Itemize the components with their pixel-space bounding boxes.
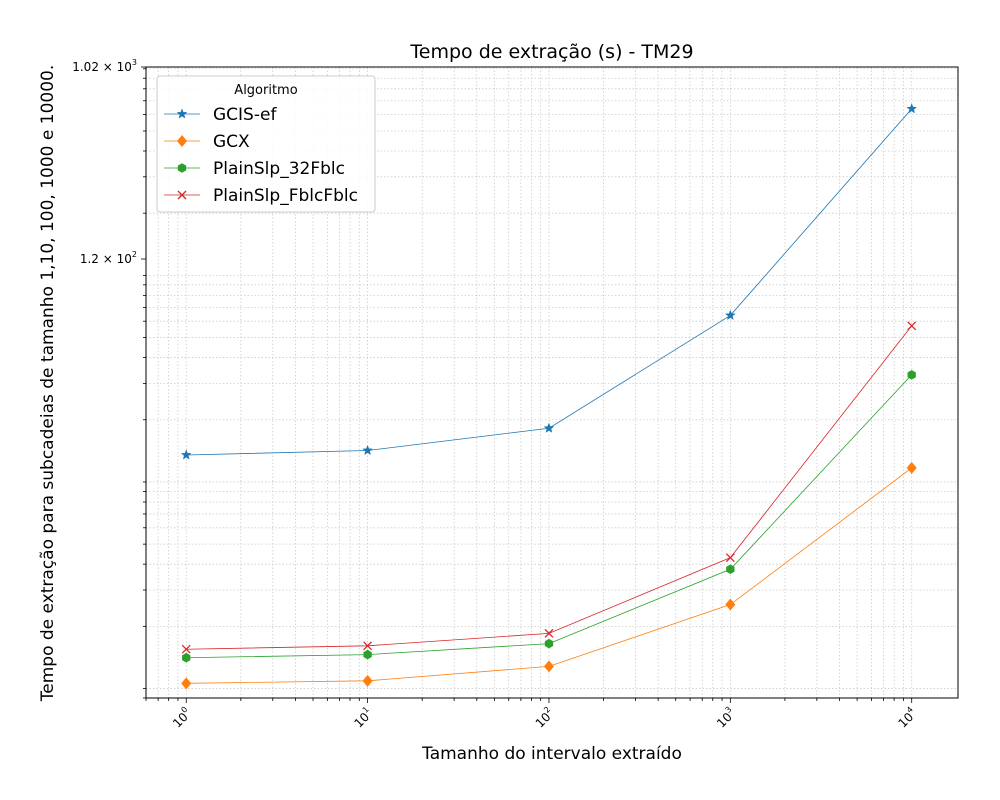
series-3 <box>182 370 916 663</box>
data-point <box>544 638 554 649</box>
data-point <box>725 553 735 563</box>
legend-item[interactable]: PlainSlp_32Fblc <box>164 159 345 179</box>
legend-label: PlainSlp_32Fblc <box>213 159 345 179</box>
series-2 <box>181 461 917 690</box>
legend-title: Algoritmo <box>234 83 297 98</box>
legend-marker <box>177 135 187 147</box>
data-point <box>543 660 554 673</box>
series-4 <box>181 321 917 654</box>
legend-label: GCIS-ef <box>213 105 277 125</box>
x-tick-label: 103 <box>713 705 739 731</box>
legend-marker <box>177 163 187 173</box>
legend-label: GCX <box>213 132 250 152</box>
y-tick-label: 1.2 × 102 <box>80 250 137 266</box>
data-point <box>180 449 192 460</box>
data-point <box>181 677 192 690</box>
data-point <box>363 649 372 660</box>
data-point <box>907 321 917 331</box>
series-1 <box>180 103 918 460</box>
legend-item[interactable]: GCIS-ef <box>164 105 277 125</box>
data-point <box>724 309 736 321</box>
legend-marker <box>177 190 187 200</box>
x-tick-label: 100 <box>169 705 195 731</box>
x-axis-label: Tamanho do intervalo extraído <box>421 744 682 764</box>
legend-item[interactable]: GCX <box>164 132 250 152</box>
legend-box <box>156 75 376 213</box>
data-point <box>362 444 374 456</box>
y-axis-label: Tempo de extração para subcadeias de tam… <box>38 65 58 702</box>
legend-marker <box>176 108 188 119</box>
x-tick-label: 104 <box>894 705 920 731</box>
data-point <box>544 628 554 638</box>
legend-label: PlainSlp_FblcFblc <box>213 186 358 206</box>
data-point <box>906 461 917 474</box>
chart-title: Tempo de extração (s) - TM29 <box>409 41 693 63</box>
y-tick-label: 1.02 × 103 <box>72 58 137 74</box>
legend[interactable]: Algoritmo GCIS-ef GCX PlainSlp_32Fblc PlainS… <box>156 75 376 213</box>
series-layer <box>180 103 918 690</box>
data-point <box>906 103 918 114</box>
data-point <box>543 422 555 433</box>
data-point <box>182 652 191 663</box>
legend-item[interactable]: PlainSlp_FblcFblc <box>164 186 358 206</box>
data-point <box>907 370 916 380</box>
x-tick-label: 102 <box>531 705 557 731</box>
data-point <box>181 644 191 654</box>
plot-area-frame <box>145 66 959 699</box>
data-point <box>363 641 373 651</box>
data-point <box>725 598 736 611</box>
data-point <box>726 564 735 575</box>
data-point <box>362 674 373 687</box>
x-tick-label: 101 <box>350 705 376 731</box>
